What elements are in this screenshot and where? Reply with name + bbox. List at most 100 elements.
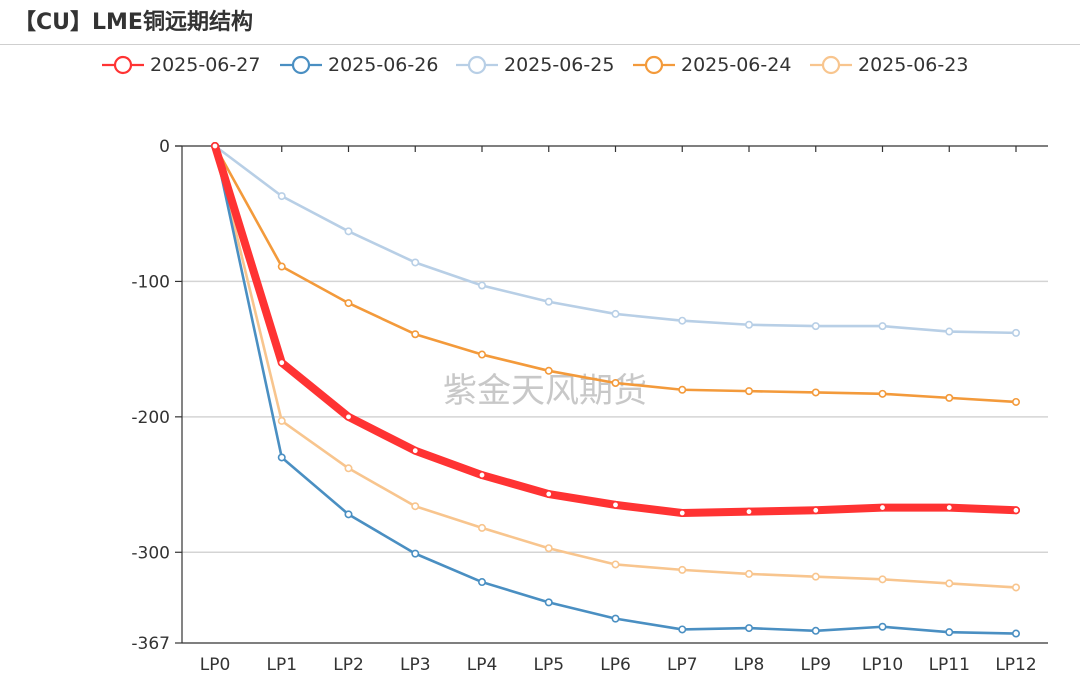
- data-point[interactable]: [277, 358, 286, 367]
- data-point[interactable]: [211, 142, 220, 151]
- data-point[interactable]: [678, 508, 687, 517]
- data-point[interactable]: [544, 297, 553, 306]
- data-point[interactable]: [811, 322, 820, 331]
- data-point[interactable]: [411, 502, 420, 511]
- legend-item[interactable]: 2025-06-27: [102, 50, 260, 80]
- data-point[interactable]: [277, 262, 286, 271]
- data-point[interactable]: [945, 503, 954, 512]
- y-tick-label: -367: [131, 634, 170, 654]
- series-2025-06-25: [211, 142, 1020, 337]
- data-point[interactable]: [945, 579, 954, 588]
- data-point[interactable]: [344, 299, 353, 308]
- legend-item[interactable]: 2025-06-26: [280, 50, 438, 80]
- data-point[interactable]: [1011, 629, 1020, 638]
- data-point[interactable]: [611, 560, 620, 569]
- data-point[interactable]: [1011, 328, 1020, 337]
- data-point[interactable]: [678, 625, 687, 634]
- watermark-text: 紫金天风期货: [443, 371, 647, 411]
- x-tick-label: LP6: [600, 655, 631, 675]
- series-line: [213, 144, 1018, 404]
- legend-marker-circle: [467, 55, 487, 75]
- legend-label: 2025-06-25: [504, 54, 615, 76]
- data-point[interactable]: [411, 446, 420, 455]
- data-point[interactable]: [344, 510, 353, 519]
- data-point[interactable]: [945, 393, 954, 402]
- data-point[interactable]: [878, 575, 887, 584]
- data-point[interactable]: [678, 385, 687, 394]
- data-point[interactable]: [744, 624, 753, 633]
- data-point[interactable]: [1011, 583, 1020, 592]
- data-point[interactable]: [477, 281, 486, 290]
- data-point[interactable]: [1011, 506, 1020, 515]
- x-tick-label: LP7: [667, 655, 698, 675]
- legend-item[interactable]: 2025-06-25: [456, 50, 614, 80]
- data-point[interactable]: [477, 523, 486, 532]
- chart-title: 【CU】LME铜远期结构: [14, 10, 253, 35]
- chart-legend: 2025-06-27 2025-06-26 2025-06-25 2025-06-24…: [0, 50, 1080, 80]
- data-point[interactable]: [811, 572, 820, 581]
- series-2025-06-24: [211, 142, 1020, 406]
- data-point[interactable]: [544, 598, 553, 607]
- legend-label: 2025-06-23: [858, 54, 969, 76]
- legend-marker-circle: [644, 55, 664, 75]
- data-point[interactable]: [344, 464, 353, 473]
- data-point[interactable]: [744, 387, 753, 396]
- data-point[interactable]: [744, 569, 753, 578]
- grid-layer: [182, 280, 1048, 554]
- legend-marker-circle: [113, 55, 133, 75]
- series-line: [213, 144, 1018, 589]
- series-2025-06-27: [211, 142, 1020, 517]
- y-tick-label: -300: [131, 543, 170, 563]
- data-point[interactable]: [678, 565, 687, 574]
- legend-marker-icon: [633, 55, 675, 75]
- data-point[interactable]: [611, 378, 620, 387]
- series-2025-06-26: [211, 142, 1020, 638]
- x-tick-label: LP9: [800, 655, 831, 675]
- data-point[interactable]: [344, 227, 353, 236]
- data-point[interactable]: [277, 192, 286, 201]
- data-point[interactable]: [878, 622, 887, 631]
- legend-marker-circle: [821, 55, 841, 75]
- data-point[interactable]: [744, 320, 753, 329]
- title-divider: [0, 44, 1080, 45]
- data-point[interactable]: [611, 309, 620, 318]
- data-point[interactable]: [611, 614, 620, 623]
- data-point[interactable]: [544, 366, 553, 375]
- x-tick-label: LP4: [467, 655, 498, 675]
- data-point[interactable]: [544, 544, 553, 553]
- data-point[interactable]: [477, 578, 486, 587]
- x-tick-label: LP2: [333, 655, 364, 675]
- data-point[interactable]: [811, 388, 820, 397]
- x-tick-label: LP1: [266, 655, 297, 675]
- data-point[interactable]: [611, 500, 620, 509]
- data-point[interactable]: [1011, 397, 1020, 406]
- series-2025-06-23: [211, 142, 1020, 592]
- x-tick-label: LP8: [734, 655, 765, 675]
- legend-item[interactable]: 2025-06-23: [810, 50, 968, 80]
- data-point[interactable]: [277, 453, 286, 462]
- data-point[interactable]: [678, 316, 687, 325]
- data-point[interactable]: [544, 490, 553, 499]
- data-point[interactable]: [344, 412, 353, 421]
- legend-label: 2025-06-26: [328, 54, 439, 76]
- data-point[interactable]: [878, 389, 887, 398]
- data-point[interactable]: [277, 416, 286, 425]
- data-point[interactable]: [744, 507, 753, 516]
- legend-item[interactable]: 2025-06-24: [633, 50, 791, 80]
- data-point[interactable]: [477, 350, 486, 359]
- x-tick-label: LP11: [929, 655, 970, 675]
- data-point[interactable]: [811, 626, 820, 635]
- x-tick-label: LP5: [533, 655, 564, 675]
- data-point[interactable]: [811, 506, 820, 515]
- data-point[interactable]: [945, 327, 954, 336]
- legend-label: 2025-06-27: [150, 54, 261, 76]
- series-line: [213, 144, 1018, 335]
- data-point[interactable]: [878, 322, 887, 331]
- data-point[interactable]: [477, 471, 486, 480]
- data-point[interactable]: [878, 503, 887, 512]
- data-point[interactable]: [945, 628, 954, 637]
- data-point[interactable]: [411, 549, 420, 558]
- data-point[interactable]: [411, 258, 420, 267]
- data-point[interactable]: [411, 330, 420, 339]
